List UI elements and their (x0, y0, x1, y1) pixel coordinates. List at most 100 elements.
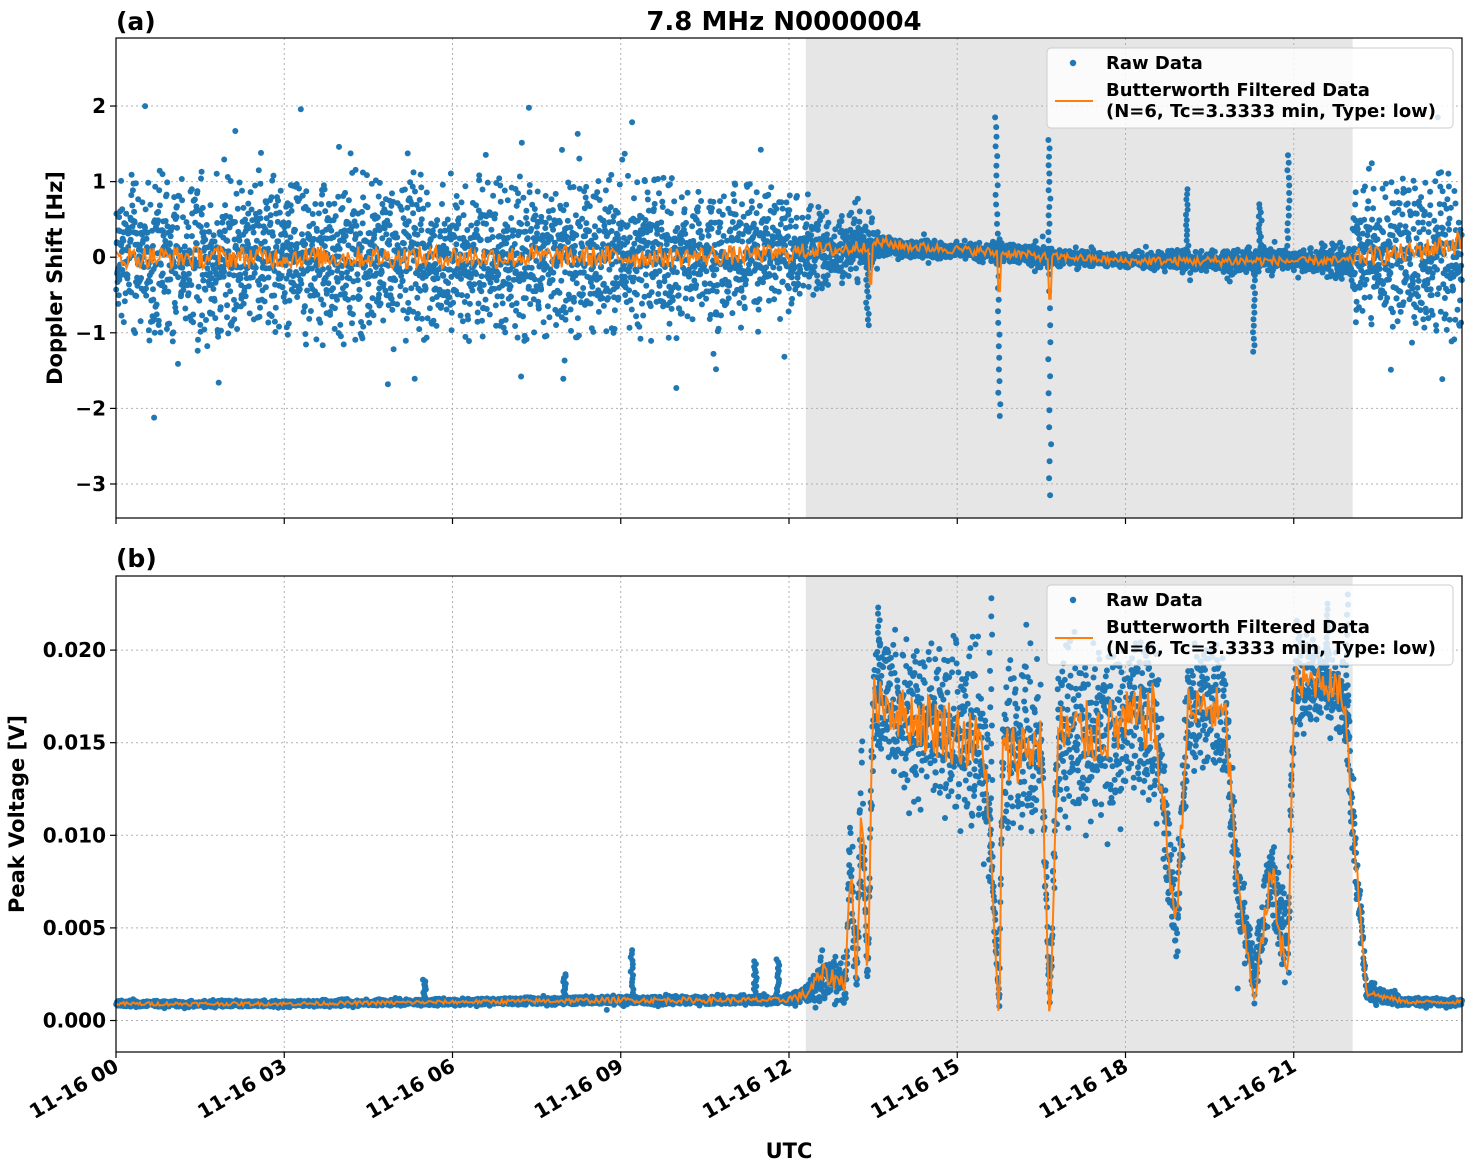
raw-data-point (482, 151, 489, 158)
raw-data-point (489, 234, 496, 240)
raw-data-point (760, 279, 766, 286)
raw-data-point (783, 199, 790, 206)
raw-data-point (671, 198, 678, 205)
raw-data-point (732, 211, 739, 218)
raw-data-point (710, 350, 717, 357)
raw-data-point (215, 333, 222, 340)
raw-data-point (1386, 240, 1393, 247)
raw-data-point (159, 279, 166, 286)
raw-data-point (151, 329, 158, 336)
raw-data-point (198, 168, 205, 175)
raw-data-point (668, 305, 675, 312)
raw-data-point (1380, 229, 1387, 236)
raw-data-point (272, 202, 279, 209)
raw-data-point (118, 312, 125, 319)
raw-data-point (534, 188, 541, 195)
raw-data-point (561, 357, 568, 364)
raw-data-point (417, 171, 424, 178)
raw-data-point (492, 211, 499, 218)
raw-data-point (1361, 216, 1368, 223)
raw-data-point (776, 265, 783, 272)
raw-data-point (257, 304, 263, 311)
raw-data-point (831, 233, 838, 240)
raw-data-point (595, 178, 602, 185)
raw-data-point (404, 150, 411, 157)
raw-data-point (779, 205, 786, 212)
raw-data-point (252, 264, 259, 271)
raw-data-point (621, 150, 628, 157)
raw-data-point (178, 176, 185, 182)
raw-data-point (197, 321, 204, 328)
raw-data-point (520, 194, 527, 201)
raw-data-point (483, 220, 490, 227)
raw-data-point (648, 337, 655, 344)
raw-data-point (848, 209, 855, 216)
raw-data-point (302, 241, 309, 248)
raw-data-point (731, 198, 738, 205)
raw-data-point (562, 316, 569, 323)
raw-data-point (631, 195, 637, 202)
raw-data-point (331, 200, 338, 207)
raw-data-point (1370, 205, 1377, 212)
raw-data-point (703, 268, 710, 275)
raw-data-point (272, 329, 279, 335)
raw-data-point (221, 268, 227, 275)
raw-data-point (120, 319, 127, 326)
raw-data-point (845, 273, 852, 279)
raw-data-point (762, 225, 769, 232)
raw-data-point (1399, 211, 1406, 218)
raw-data-point (220, 273, 227, 280)
raw-data-point (231, 296, 237, 303)
raw-data-point (250, 229, 257, 236)
raw-data-point (322, 208, 329, 215)
raw-data-point (334, 296, 340, 303)
raw-data-point (303, 188, 310, 195)
raw-data-point (200, 277, 207, 284)
raw-data-point (535, 305, 542, 312)
raw-data-point (630, 274, 637, 281)
raw-data-point (1376, 217, 1383, 224)
raw-data-point (589, 283, 596, 290)
raw-data-point (359, 335, 366, 342)
raw-data-point (627, 297, 634, 304)
raw-data-point (568, 327, 574, 334)
raw-data-point (295, 272, 302, 279)
raw-data-point (406, 234, 412, 240)
raw-data-point (188, 282, 195, 288)
raw-data-point (188, 186, 195, 193)
raw-data-point (236, 237, 243, 244)
raw-data-point (447, 170, 454, 177)
raw-data-point (411, 375, 418, 382)
raw-data-point (655, 176, 661, 182)
raw-data-point (572, 242, 578, 249)
raw-data-point (1393, 188, 1400, 195)
raw-data-point (548, 196, 555, 203)
raw-data-point (626, 287, 633, 294)
raw-data-point (224, 302, 231, 309)
raw-data-point (1361, 294, 1368, 301)
raw-data-point (262, 284, 269, 291)
raw-data-point (434, 217, 441, 224)
raw-data-point (720, 193, 727, 200)
raw-data-point (120, 237, 127, 244)
raw-data-point (183, 233, 190, 240)
raw-data-point (299, 231, 305, 238)
raw-data-point (179, 264, 186, 271)
raw-data-point (523, 336, 530, 343)
raw-data-point (211, 297, 218, 304)
raw-data-point (438, 302, 445, 309)
raw-data-point (513, 300, 520, 307)
raw-data-point (202, 286, 209, 293)
raw-data-point (807, 203, 814, 209)
raw-data-point (311, 275, 318, 282)
raw-data-point (458, 292, 465, 299)
raw-data-point (221, 156, 228, 163)
raw-data-point (418, 184, 425, 191)
raw-data-point (1211, 248, 1218, 255)
raw-data-point (1396, 200, 1403, 207)
raw-data-point (386, 222, 393, 229)
raw-data-point (169, 224, 176, 231)
raw-data-point (123, 210, 130, 217)
raw-data-point (392, 277, 399, 284)
raw-data-point (587, 300, 594, 307)
